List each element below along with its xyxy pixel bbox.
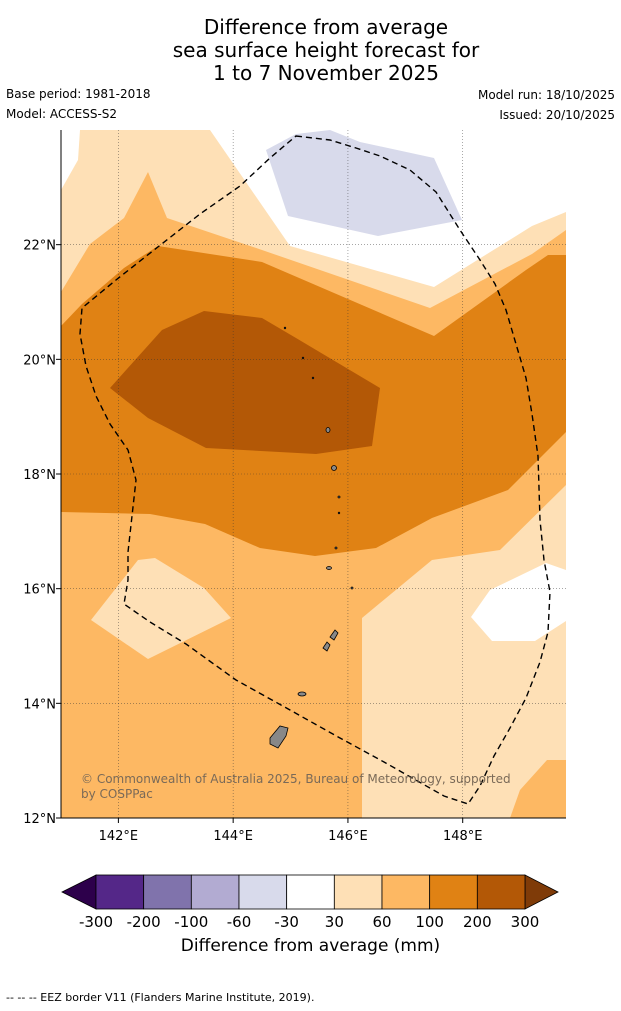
colorbar-cell [143, 874, 192, 910]
band-neg60-neg30 [266, 130, 462, 236]
sea-level-map: 22°N 20°N 18°N 16°N 14°N 12°N 142°E 144°E 146°E… [23, 130, 566, 844]
band-30-60-patch [91, 558, 231, 659]
islet-7 [283, 326, 287, 330]
eez-border [79, 135, 551, 805]
lat-tick-label: 18°N [23, 468, 56, 483]
colorbar-tick-label: -300 [79, 913, 113, 931]
issued-text: Issued: 20/10/2025 [499, 108, 615, 122]
colorbar-tick-label: -100 [174, 913, 208, 931]
band-200-300 [110, 311, 380, 454]
colorbar-tick-label: 200 [463, 913, 492, 931]
lon-tick-label: 146°E [328, 829, 368, 844]
gridlines [61, 130, 566, 818]
lat-tick-labels: 22°N 20°N 18°N 16°N 14°N 12°N [23, 239, 61, 827]
islands [269, 326, 354, 749]
colorbar-cell [238, 874, 288, 910]
lon-tick-label: 148°E [443, 829, 483, 844]
map-area [61, 130, 566, 818]
pagan-island [331, 465, 337, 471]
title-line-3: 1 to 7 November 2025 [213, 61, 439, 85]
lat-tick-label: 22°N [23, 239, 56, 254]
colorbar-tick-label: -60 [227, 913, 252, 931]
islet-3 [337, 495, 341, 499]
colorbar-cell [190, 874, 240, 910]
lon-tick-label: 144°E [213, 829, 253, 844]
base-period-text: Base period: 1981-2018 [6, 87, 151, 101]
colorbar-cell [333, 874, 383, 910]
chart-title: Difference from average sea surface heig… [0, 16, 621, 85]
lon-tick-label: 142°E [99, 829, 139, 844]
rota-island [297, 691, 307, 697]
colorbar-extend-low [61, 874, 97, 910]
band-neg30-30-topright [548, 130, 566, 134]
lon-tick-labels: 142°E 144°E 146°E 148°E [99, 818, 483, 844]
lat-tick-label: 16°N [23, 583, 56, 598]
guam-island [269, 725, 289, 749]
islet-4 [337, 511, 341, 515]
colorbar: -300 -200 -100 -60 -30 30 60 100 200 300 [61, 874, 559, 931]
saipan-island [329, 629, 339, 641]
colorbar-cell [476, 874, 526, 910]
colorbar-cell [286, 874, 335, 910]
colorbar-cells [61, 874, 559, 910]
title-line-1: Difference from average [203, 15, 449, 39]
lat-tick-label: 12°N [23, 812, 56, 827]
anatahan-island [326, 566, 332, 570]
colorbar-tick-label: -30 [274, 913, 299, 931]
colorbar-label: Difference from average (mm) [180, 936, 441, 956]
eez-footnote: -- -- -- EEZ border V11 (Flanders Marine… [6, 991, 315, 1004]
islet-2 [334, 546, 338, 550]
agrihan-island [325, 427, 331, 433]
colorbar-cell [429, 874, 478, 910]
colorbar-cell [95, 874, 145, 910]
lat-tick-label: 20°N [23, 353, 56, 368]
colorbar-tick-labels: -300 -200 -100 -60 -30 30 60 100 200 300 [79, 913, 539, 931]
model-text: Model: ACCESS-S2 [6, 107, 118, 121]
colorbar-tick-label: -200 [127, 913, 161, 931]
model-run-text: Model run: 18/10/2025 [477, 88, 615, 102]
colorbar-tick-label: 100 [415, 913, 444, 931]
colorbar-tick-label: 60 [372, 913, 391, 931]
band-neg30-30-east [471, 563, 566, 641]
islet-5 [311, 376, 315, 380]
lat-tick-label: 14°N [23, 697, 56, 712]
colorbar-cell [381, 874, 431, 910]
copyright-credit: © Commonwealth of Australia 2025, Bureau… [81, 772, 511, 801]
colorbar-tick-label: 300 [511, 913, 540, 931]
tinian-island [322, 641, 331, 652]
islet-6 [301, 356, 305, 360]
colorbar-extend-high [524, 874, 559, 910]
band-neg30-30-topleft [61, 130, 80, 190]
colorbar-tick-label: 30 [325, 913, 344, 931]
title-line-2: sea surface height forecast for [172, 38, 480, 62]
